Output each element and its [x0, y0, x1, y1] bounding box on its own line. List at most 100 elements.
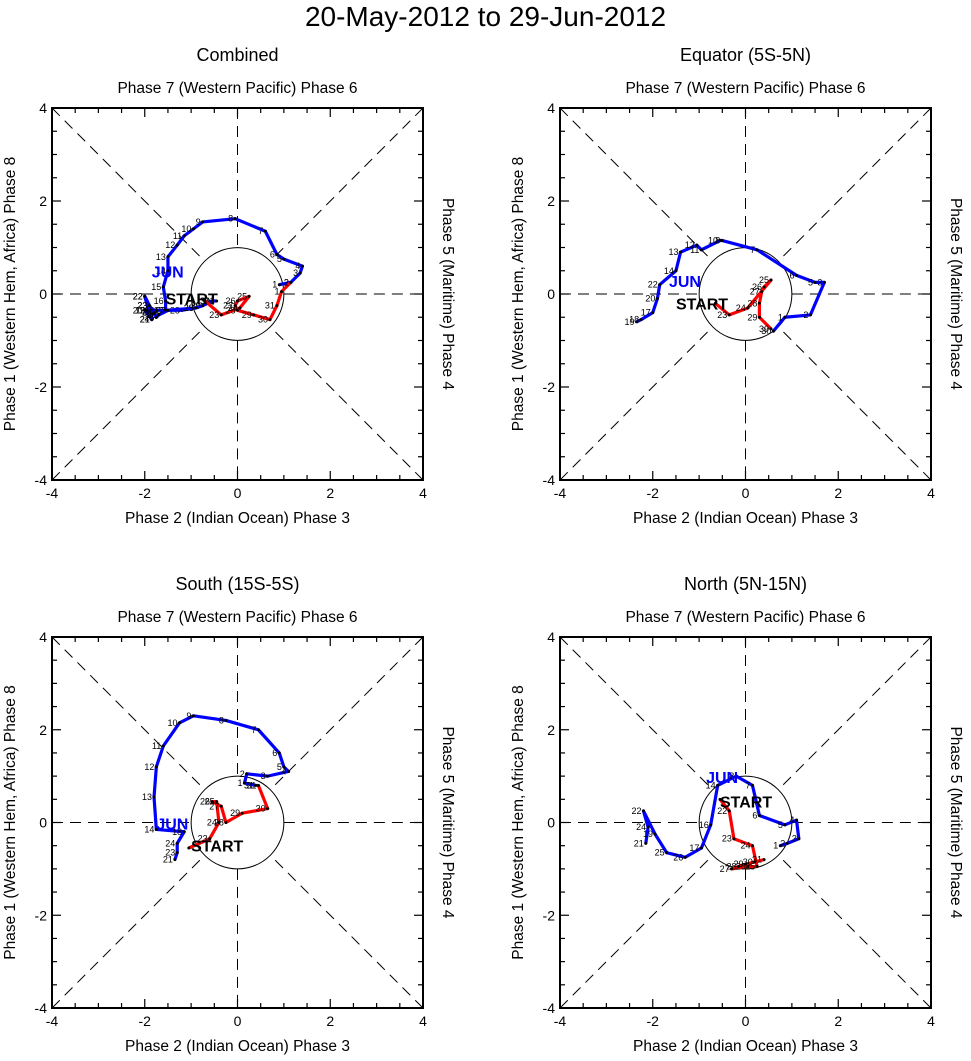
day-label: 28 [727, 862, 737, 872]
panel-3: North (5N-15N) Phase 7 (Western Pacific) … [510, 574, 964, 1055]
day-marker [157, 313, 161, 317]
diagonal-divider [269, 636, 424, 791]
day-marker [187, 846, 191, 850]
day-marker [178, 721, 182, 725]
day-label: 1 [272, 280, 277, 290]
day-label: 26 [225, 296, 235, 306]
day-label: 9 [196, 217, 201, 227]
day-label: 2 [803, 310, 808, 320]
day-marker [760, 290, 764, 294]
day-label: 15 [151, 282, 161, 292]
day-marker [277, 283, 281, 287]
right-axis-label: Phase 5 (Maritime) Phase 4 [439, 198, 456, 390]
day-label: 7 [251, 725, 256, 735]
day-label: 25 [205, 797, 215, 807]
day-marker [161, 285, 165, 289]
day-marker [762, 858, 766, 862]
day-label: 28 [214, 818, 224, 828]
day-marker [154, 827, 158, 831]
day-marker [750, 844, 754, 848]
day-label: 1 [237, 778, 242, 788]
right-axis-label: Phase 5 (Maritime) Phase 4 [439, 726, 456, 918]
day-label: 10 [168, 718, 178, 728]
day-marker [757, 301, 761, 305]
x-tick-label: -4 [554, 485, 567, 501]
day-label: 22 [717, 806, 727, 816]
top-axis-label: Phase 7 (Western Pacific) Phase 6 [625, 80, 865, 97]
day-label: 2 [780, 838, 785, 848]
day-marker [143, 294, 147, 298]
day-label: 7 [750, 245, 755, 255]
y-tick-label: 2 [547, 193, 555, 209]
day-marker [191, 714, 195, 718]
day-label: 14 [664, 266, 674, 276]
day-label: 28 [184, 303, 194, 313]
day-label: 14 [156, 266, 166, 276]
diagonal-divider [51, 326, 206, 481]
day-label: 16 [154, 296, 164, 306]
day-label: 17 [689, 843, 699, 853]
y-tick-label: 4 [547, 100, 555, 116]
day-label: 30 [258, 315, 268, 325]
day-marker [145, 308, 149, 312]
month-label: JUN [706, 770, 738, 787]
x-tick-label: -2 [647, 485, 660, 501]
top-axis-label: Phase 7 (Western Pacific) Phase 6 [117, 80, 357, 97]
right-axis-label: Phase 5 (Maritime) Phase 4 [947, 726, 964, 918]
day-marker [215, 800, 219, 804]
day-marker [150, 318, 154, 322]
day-marker [224, 718, 228, 722]
day-label: 29 [230, 808, 240, 818]
day-marker [215, 299, 219, 303]
day-label: 1 [275, 287, 280, 297]
day-label: 3 [792, 834, 797, 844]
day-label: 5 [277, 254, 282, 264]
day-marker [727, 809, 731, 813]
day-label: 9 [186, 711, 191, 721]
day-label: 7 [258, 226, 263, 236]
left-axis-label: Phase 1 (Western Hem, Africa) Phase 8 [2, 685, 19, 960]
day-label: 27 [720, 864, 730, 874]
day-marker [282, 765, 286, 769]
day-marker [655, 297, 659, 301]
day-marker [164, 299, 168, 303]
day-marker [674, 269, 678, 273]
diagonal-divider [559, 636, 714, 791]
day-label: 2 [284, 277, 289, 287]
day-marker [737, 865, 741, 869]
day-marker [280, 290, 284, 294]
month-label: JUN [156, 816, 188, 833]
day-marker [252, 313, 256, 317]
diagonal-divider [269, 326, 424, 481]
y-tick-label: 0 [39, 815, 47, 831]
x-tick-label: 4 [419, 1013, 427, 1029]
day-label: 24 [207, 818, 217, 828]
day-marker [219, 313, 223, 317]
day-label: 28 [747, 298, 757, 308]
day-label: 24 [142, 308, 152, 318]
day-label: 23 [137, 301, 147, 311]
day-marker [233, 217, 237, 221]
x-tick-label: 0 [742, 1013, 750, 1029]
main-title: 20-May-2012 to 29-Jun-2012 [304, 1, 667, 32]
day-marker [201, 220, 205, 224]
day-label: 28 [225, 305, 235, 315]
day-marker [699, 846, 703, 850]
day-label: 30 [759, 324, 769, 334]
day-marker [266, 807, 270, 811]
x-tick-label: 2 [834, 1013, 842, 1029]
diagonal-divider [269, 854, 424, 1009]
day-marker [233, 304, 237, 308]
day-marker [646, 825, 650, 829]
day-label: 4 [789, 815, 794, 825]
day-marker [166, 269, 170, 273]
y-tick-label: -4 [35, 472, 48, 488]
day-label: 31 [265, 301, 275, 311]
day-marker [289, 280, 293, 284]
day-label: 29 [242, 310, 252, 320]
left-axis-label: Phase 1 (Western Hem, Africa) Phase 8 [510, 685, 527, 960]
day-marker [795, 273, 799, 277]
day-marker [727, 313, 731, 317]
day-marker [175, 243, 179, 247]
unit-circle [190, 247, 285, 341]
